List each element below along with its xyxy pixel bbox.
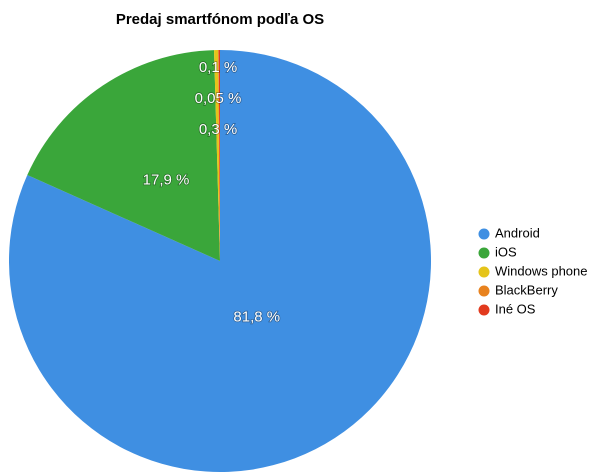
pie-slice xyxy=(218,50,220,262)
legend-swatch xyxy=(478,228,490,240)
data-label: 0,05 % xyxy=(195,90,242,107)
legend-swatch xyxy=(478,247,490,259)
data-label: 0,1 % xyxy=(199,59,237,76)
legend-label: Android xyxy=(495,225,540,240)
legend-swatch xyxy=(478,266,490,278)
legend-swatch xyxy=(478,304,490,316)
data-label: 81,8 % xyxy=(233,309,280,326)
pie-slice xyxy=(218,50,220,261)
pie-slice xyxy=(27,50,221,262)
legend-label: Windows phone xyxy=(495,263,588,278)
data-label: 17,9 % xyxy=(143,171,190,188)
legend-swatch xyxy=(478,285,490,297)
pie-slice xyxy=(214,50,220,262)
legend-label: Iné OS xyxy=(495,301,536,316)
legend-label: BlackBerry xyxy=(495,282,558,297)
legend-label: iOS xyxy=(495,244,517,259)
chart-title: Predaj smartfónom podľa OS xyxy=(116,11,324,28)
data-label: 0,3 % xyxy=(199,121,237,138)
